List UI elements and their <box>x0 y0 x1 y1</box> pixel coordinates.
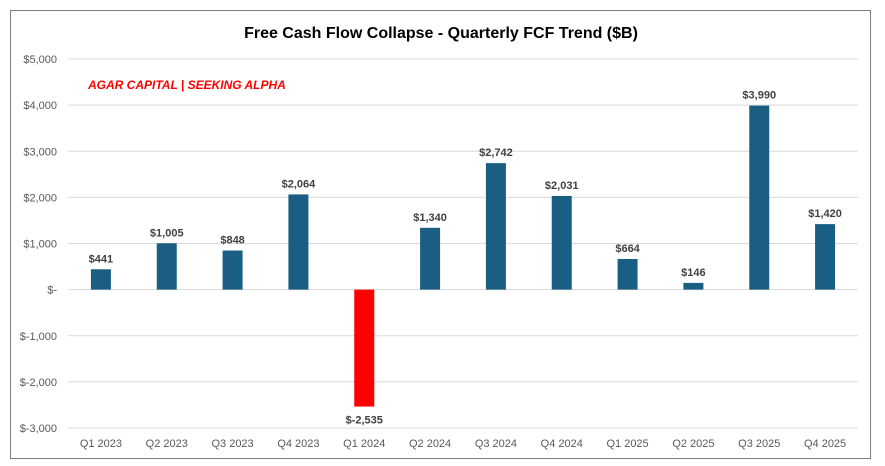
data-label: $664 <box>615 243 640 255</box>
chart-frame: Free Cash Flow Collapse - Quarterly FCF … <box>10 10 871 459</box>
x-tick-label: Q3 2024 <box>475 438 517 450</box>
x-tick-label: Q2 2025 <box>672 438 714 450</box>
data-label: $3,990 <box>742 90 776 102</box>
x-tick-label: Q4 2023 <box>277 438 319 450</box>
bar <box>485 163 506 290</box>
bar-chart: Free Cash Flow Collapse - Quarterly FCF … <box>20 25 858 450</box>
y-tick-label: $1,000 <box>23 239 57 251</box>
y-tick-label: $5,000 <box>23 54 57 66</box>
data-label: $2,031 <box>545 180 579 192</box>
data-label: $2,742 <box>479 147 513 159</box>
bar <box>90 269 111 290</box>
bar <box>749 105 770 290</box>
data-label: $2,064 <box>282 178 317 190</box>
y-tick-label: $4,000 <box>23 100 57 112</box>
y-tick-label: $-2,000 <box>20 377 57 389</box>
x-tick-label: Q3 2025 <box>738 438 780 450</box>
bar <box>551 195 572 290</box>
bar <box>683 282 704 290</box>
x-tick-label: Q1 2025 <box>606 438 648 450</box>
bar <box>354 289 375 407</box>
y-tick-label: $-1,000 <box>20 331 57 343</box>
data-label: $1,340 <box>413 212 447 224</box>
bar <box>815 224 836 290</box>
x-tick-label: Q4 2024 <box>541 438 583 450</box>
chart-title: Free Cash Flow Collapse - Quarterly FCF … <box>244 25 638 42</box>
x-tick-label: Q1 2024 <box>343 438 385 450</box>
x-tick-label: Q2 2024 <box>409 438 451 450</box>
gridlines <box>68 58 858 429</box>
data-label: $1,005 <box>150 227 184 239</box>
bar <box>156 243 177 290</box>
data-label: $848 <box>220 235 244 247</box>
x-tick-label: Q4 2025 <box>804 438 846 450</box>
y-tick-label: $-3,000 <box>20 423 57 435</box>
y-tick-label: $- <box>47 285 57 297</box>
bars <box>90 105 836 407</box>
data-label: $146 <box>681 267 705 279</box>
x-tick-label: Q1 2023 <box>80 438 122 450</box>
bar <box>288 194 309 290</box>
watermark-text: AGAR CAPITAL | SEEKING ALPHA <box>87 78 286 92</box>
bar <box>222 250 243 290</box>
x-axis-ticks: Q1 2023 Q2 2023 Q3 2023 Q4 2023 Q1 2024 Q2 20… <box>80 438 846 450</box>
x-tick-label: Q3 2023 <box>211 438 253 450</box>
y-axis-ticks: $5,000 $4,000 $3,000 $2,000 $1,000 $- $-1,000 $… <box>20 54 58 435</box>
data-label: $441 <box>89 253 113 265</box>
data-labels: $441 $1,005 $848 $2,064 $-2,535 $1,340 $2,742 $… <box>89 90 842 427</box>
bar <box>420 227 441 290</box>
data-label: $1,420 <box>808 208 842 220</box>
bar <box>617 258 638 290</box>
y-tick-label: $2,000 <box>23 192 57 204</box>
y-tick-label: $3,000 <box>23 146 57 158</box>
x-tick-label: Q2 2023 <box>146 438 188 450</box>
data-label: $-2,535 <box>346 415 383 427</box>
